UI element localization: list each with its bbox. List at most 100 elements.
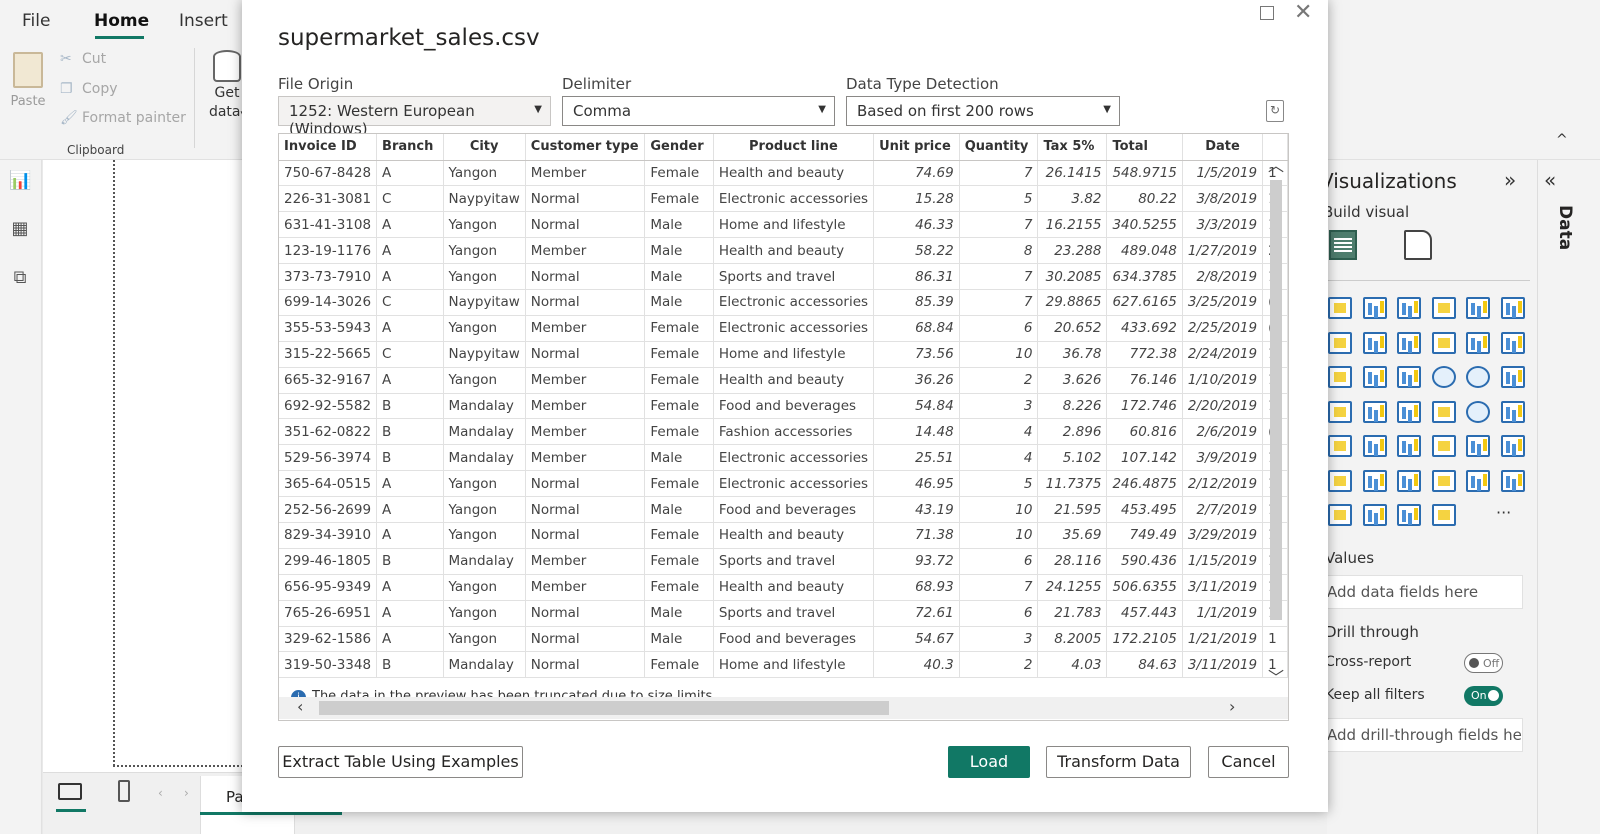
gauge-icon[interactable] bbox=[1466, 400, 1490, 423]
page-prev-icon[interactable]: ‹ bbox=[158, 786, 163, 800]
cut-button[interactable]: ✂ Cut bbox=[60, 51, 106, 67]
get-data-button[interactable]: Get data▾ bbox=[207, 50, 247, 124]
page-next-icon[interactable]: › bbox=[184, 786, 189, 800]
table-icon[interactable] bbox=[1431, 435, 1456, 457]
collapse-pane-icon[interactable]: » bbox=[1504, 168, 1517, 192]
donut-icon[interactable] bbox=[1466, 366, 1490, 388]
funnel-icon[interactable] bbox=[1328, 366, 1352, 388]
stacked-bar-icon[interactable] bbox=[1328, 297, 1352, 319]
column-header[interactable]: Invoice ID bbox=[279, 134, 378, 161]
pie-icon[interactable] bbox=[1431, 366, 1456, 388]
ribbon-icon[interactable] bbox=[1466, 331, 1490, 354]
kpi-icon[interactable] bbox=[1362, 435, 1387, 457]
more-visuals-icon[interactable]: ··· bbox=[1496, 503, 1512, 522]
scroll-up-icon[interactable]: ︿ bbox=[1268, 156, 1285, 175]
map-icon[interactable] bbox=[1328, 400, 1352, 423]
stacked-column-icon[interactable] bbox=[1362, 297, 1387, 319]
stacked-area-icon[interactable] bbox=[1397, 331, 1421, 354]
keep-filters-toggle[interactable]: On bbox=[1464, 686, 1503, 706]
transform-data-button[interactable]: Transform Data bbox=[1046, 746, 1191, 778]
column-header[interactable]: Customer type bbox=[525, 134, 646, 161]
cross-report-toggle[interactable]: Off bbox=[1464, 653, 1503, 673]
ribbon-collapse-icon[interactable]: ^ bbox=[1556, 132, 1568, 148]
python-icon[interactable] bbox=[1328, 469, 1352, 492]
delimiter-select[interactable]: Comma ▼ bbox=[562, 96, 835, 126]
scroll-left-icon[interactable]: ‹ bbox=[297, 697, 304, 716]
tab-file[interactable]: File bbox=[22, 11, 51, 31]
tab-insert[interactable]: Insert bbox=[179, 11, 228, 31]
qa-icon[interactable] bbox=[1431, 469, 1456, 492]
column-header[interactable]: Unit price bbox=[873, 134, 960, 161]
vertical-scrollbar[interactable]: ︿ ﹀ bbox=[1266, 144, 1286, 687]
table-view-icon[interactable]: ▦ bbox=[11, 218, 29, 239]
load-button[interactable]: Load bbox=[948, 746, 1030, 778]
extract-table-button[interactable]: Extract Table Using Examples bbox=[278, 746, 523, 778]
report-view-icon[interactable]: 📊 bbox=[9, 170, 32, 191]
100-bar-icon[interactable] bbox=[1466, 297, 1490, 319]
funnel-2-icon[interactable] bbox=[1362, 366, 1387, 388]
clustered-column-icon[interactable] bbox=[1431, 297, 1456, 319]
copy-button[interactable]: ❐ Copy bbox=[60, 81, 118, 97]
build-visual-label[interactable]: Build visual bbox=[1323, 203, 1410, 221]
maximize-icon[interactable] bbox=[1260, 6, 1274, 20]
report-canvas[interactable] bbox=[43, 160, 243, 772]
goals-icon[interactable] bbox=[1500, 469, 1525, 492]
format-visual-icon[interactable] bbox=[1404, 230, 1432, 260]
scroll-right-icon[interactable]: › bbox=[1229, 697, 1236, 716]
scroll-down-icon[interactable]: ﹀ bbox=[1268, 668, 1285, 687]
column-header[interactable]: Branch bbox=[376, 134, 444, 161]
build-visual-icon[interactable] bbox=[1329, 230, 1357, 260]
card-icon[interactable] bbox=[1500, 400, 1525, 423]
tab-home[interactable]: Home bbox=[94, 11, 150, 31]
mobile-layout-icon[interactable] bbox=[118, 780, 130, 802]
column-header[interactable] bbox=[1262, 134, 1288, 161]
column-header[interactable]: Date bbox=[1182, 134, 1264, 161]
column-header[interactable]: City bbox=[443, 134, 526, 161]
column-header[interactable]: Product line bbox=[713, 134, 875, 161]
power-automate-icon[interactable] bbox=[1397, 504, 1421, 526]
line-column-icon[interactable] bbox=[1431, 331, 1456, 354]
detection-select[interactable]: Based on first 200 rows ▼ bbox=[846, 96, 1120, 126]
line-icon[interactable] bbox=[1328, 331, 1352, 354]
100-column-icon[interactable] bbox=[1500, 297, 1525, 319]
file-origin-select[interactable]: 1252: Western European (Windows) ▼ bbox=[278, 96, 551, 138]
multi-card-icon[interactable] bbox=[1328, 435, 1352, 457]
matrix-icon[interactable] bbox=[1466, 435, 1490, 457]
shape-map-icon[interactable] bbox=[1397, 400, 1421, 423]
column-header[interactable]: Gender bbox=[644, 134, 714, 161]
treemap-icon[interactable] bbox=[1500, 366, 1525, 388]
close-icon[interactable]: ✕ bbox=[1294, 0, 1313, 25]
column-header[interactable]: Total bbox=[1106, 134, 1183, 161]
clustered-bar-icon[interactable] bbox=[1397, 297, 1421, 319]
power-automate-2-icon[interactable] bbox=[1431, 504, 1456, 526]
cancel-button[interactable]: Cancel bbox=[1208, 746, 1289, 778]
key-influencers-icon[interactable] bbox=[1362, 469, 1387, 492]
column-header[interactable]: Quantity bbox=[959, 134, 1039, 161]
azure-map-icon[interactable] bbox=[1431, 400, 1456, 423]
table-cell: A bbox=[376, 315, 444, 342]
scatter-icon[interactable] bbox=[1397, 366, 1421, 388]
format-painter-button[interactable]: 🖌 Format painter bbox=[60, 110, 186, 126]
scroll-thumb[interactable] bbox=[1270, 180, 1282, 620]
paste-button[interactable]: Paste bbox=[8, 52, 48, 114]
h-scroll-thumb[interactable] bbox=[319, 701, 889, 715]
power-apps-icon[interactable] bbox=[1362, 504, 1387, 526]
refresh-icon[interactable]: ↻ bbox=[1266, 100, 1284, 122]
expand-data-pane-icon[interactable]: « bbox=[1544, 168, 1557, 192]
area-icon[interactable] bbox=[1362, 331, 1387, 354]
horizontal-scrollbar[interactable]: ‹ › bbox=[279, 697, 1288, 719]
data-pane-label[interactable]: Data bbox=[1555, 205, 1575, 251]
decomposition-icon[interactable] bbox=[1397, 469, 1421, 492]
drill-through-well[interactable]: Add drill-through fields here bbox=[1320, 718, 1523, 752]
column-header[interactable]: Tax 5% bbox=[1037, 134, 1108, 161]
waterfall-icon[interactable] bbox=[1500, 331, 1525, 354]
paginated-icon[interactable] bbox=[1328, 504, 1352, 526]
r-visual-icon[interactable] bbox=[1500, 435, 1525, 457]
slicer-icon[interactable] bbox=[1397, 435, 1421, 457]
table-row: 665-32-9167 A Yangon Member Female Health and… bbox=[279, 367, 1288, 394]
filled-map-icon[interactable] bbox=[1362, 400, 1387, 423]
desktop-layout-icon[interactable] bbox=[58, 783, 82, 800]
narrative-icon[interactable] bbox=[1466, 469, 1490, 492]
values-well[interactable]: Add data fields here bbox=[1320, 575, 1523, 609]
model-view-icon[interactable]: ⧉ bbox=[13, 267, 27, 288]
